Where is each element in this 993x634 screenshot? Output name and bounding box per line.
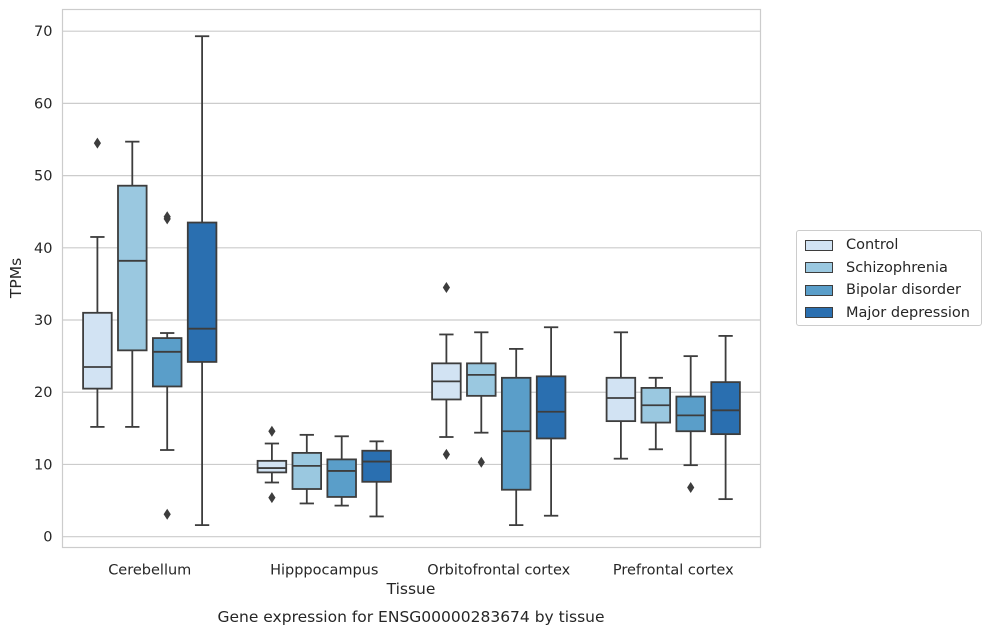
outlier-point <box>163 211 171 223</box>
grid-lines <box>62 30 761 538</box>
y-tick-label-50: 50 <box>34 169 52 185</box>
box-orbitofrontal-cortex-major-depression <box>535 326 567 517</box>
outlier-point <box>93 137 101 149</box>
box-prefrontal-cortex-control <box>605 331 637 460</box>
box-iqr <box>291 451 323 490</box>
x-tick-label-hipppocampus: Hipppocampus <box>270 563 378 579</box>
box-prefrontal-cortex-bipolar-disorder <box>675 355 706 494</box>
y-tick-label-70: 70 <box>34 24 52 40</box>
legend-item-major-depression: Major depression <box>805 302 973 325</box>
box-prefrontal-cortex-schizophrenia <box>640 376 672 451</box>
box-iqr <box>535 375 567 440</box>
legend-swatch-control <box>805 239 833 251</box>
box-cerebellum-bipolar-disorder <box>151 211 183 520</box>
y-tick-labels: 0 10 20 30 40 50 60 70 <box>34 24 52 546</box>
legend-label-control: Control <box>846 237 899 254</box>
box-iqr <box>326 458 357 498</box>
box-iqr <box>361 449 392 483</box>
box-cerebellum-major-depression <box>186 35 218 527</box>
outlier-point <box>687 482 695 494</box>
y-tick-label-0: 0 <box>43 530 52 546</box>
outlier-point <box>268 425 276 437</box>
box-iqr <box>710 381 741 436</box>
box-cerebellum-schizophrenia <box>117 140 148 428</box>
box-hipppocampus-schizophrenia <box>291 433 323 505</box>
chart-caption: Gene expression for ENSG00000283674 by t… <box>217 608 604 626</box>
box-groups <box>82 35 741 527</box>
legend-label-bipolar-disorder: Bipolar disorder <box>846 282 961 299</box>
box-hipppocampus-bipolar-disorder <box>326 435 357 507</box>
box-iqr <box>117 184 148 352</box>
x-tick-label-orbitofrontal-cortex: Orbitofrontal cortex <box>427 563 570 579</box>
legend: Control Schizophrenia Bipolar disorder M… <box>796 230 982 326</box>
box-iqr <box>151 337 183 388</box>
x-tick-label-cerebellum: Cerebellum <box>108 563 191 579</box>
y-tick-label-20: 20 <box>34 385 52 401</box>
outlier-point <box>163 508 171 520</box>
legend-item-schizophrenia: Schizophrenia <box>805 257 973 280</box>
x-axis-label: Tissue <box>386 580 436 598</box>
legend-swatch-schizophrenia <box>805 262 833 274</box>
legend-label-schizophrenia: Schizophrenia <box>846 259 948 276</box>
y-tick-label-30: 30 <box>34 313 52 329</box>
box-orbitofrontal-cortex-bipolar-disorder <box>500 348 532 527</box>
box-iqr <box>186 221 218 363</box>
legend-swatch-bipolar-disorder <box>805 284 833 296</box>
y-tick-label-10: 10 <box>34 457 52 473</box>
box-iqr <box>675 395 706 433</box>
box-hipppocampus-major-depression <box>361 440 392 518</box>
plot-area <box>61 8 762 549</box>
box-orbitofrontal-cortex-schizophrenia <box>466 331 497 468</box>
outlier-point <box>442 448 450 460</box>
box-iqr <box>605 376 637 423</box>
box-iqr <box>256 459 288 474</box>
y-tick-label-60: 60 <box>34 96 52 112</box>
box-iqr <box>466 362 497 397</box>
legend-label-major-depression: Major depression <box>846 304 970 321</box>
legend-item-control: Control <box>805 234 973 257</box>
outlier-point <box>477 456 485 468</box>
legend-swatch-major-depression <box>805 307 833 319</box>
box-prefrontal-cortex-major-depression <box>710 335 741 501</box>
legend-item-bipolar-disorder: Bipolar disorder <box>805 279 973 302</box>
outlier-point <box>268 492 276 504</box>
box-iqr <box>82 311 113 390</box>
x-tick-labels: Cerebellum Hipppocampus Orbitofrontal cort… <box>108 563 734 579</box>
box-orbitofrontal-cortex-control <box>431 282 462 460</box>
x-tick-label-prefrontal-cortex: Prefrontal cortex <box>613 563 734 579</box>
y-tick-label-40: 40 <box>34 241 52 257</box>
box-cerebellum-control <box>82 137 113 428</box>
box-hipppocampus-control <box>256 425 288 504</box>
box-iqr <box>500 376 532 491</box>
y-axis-label: TPMs <box>7 258 25 299</box>
outlier-point <box>442 282 450 294</box>
